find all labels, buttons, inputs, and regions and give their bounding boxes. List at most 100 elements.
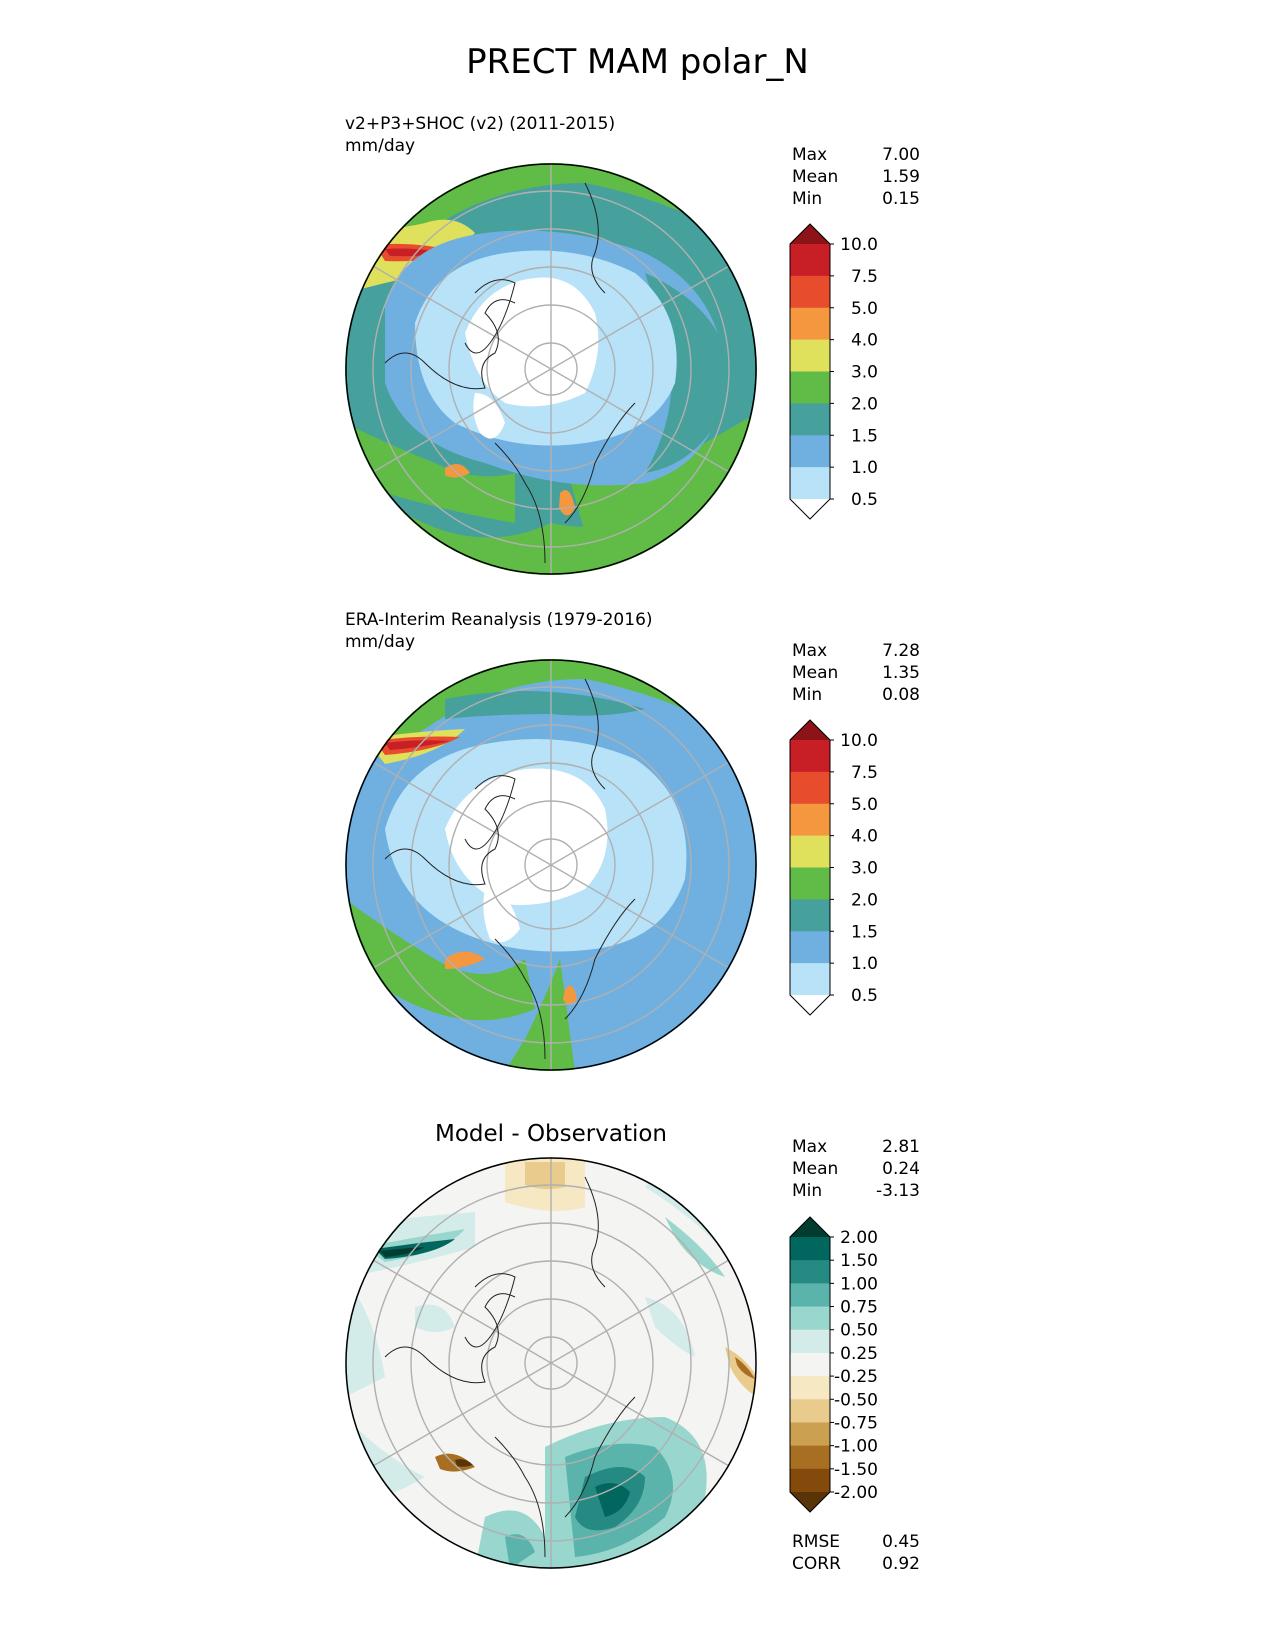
stat-value: -3.13 bbox=[876, 1181, 920, 1201]
precip-region bbox=[473, 393, 505, 439]
panel-reference-units: mm/day bbox=[345, 632, 416, 652]
colorbar-swatch bbox=[790, 771, 830, 805]
panel-test-header: v2+P3+SHOC (v2) (2011-2015) mm/day bbox=[345, 113, 615, 157]
colorbar-extend-max bbox=[790, 224, 830, 244]
colorbar-tick-label: -2.00 bbox=[834, 1483, 878, 1503]
colorbar-swatch bbox=[790, 307, 830, 341]
diff-region bbox=[665, 1217, 725, 1277]
colorbar-swatch bbox=[790, 1283, 830, 1308]
colorbar-swatch bbox=[790, 435, 830, 468]
coastlines bbox=[384, 1176, 636, 1558]
colorbar-tick-label: 0.25 bbox=[840, 1344, 878, 1364]
precip-region bbox=[445, 691, 645, 719]
colorbar-tick-label: -1.50 bbox=[834, 1460, 878, 1480]
stat-label: Max bbox=[792, 145, 828, 165]
stat-value: 0.08 bbox=[882, 685, 920, 705]
panel-test-colorbar: 10.0 7.5 5.0 4.0 3.0 2.0 1.5 1.0 0.5 bbox=[789, 223, 878, 520]
colorbar-tick-label: 0.5 bbox=[851, 986, 878, 1006]
colorbar-tick-label: 2.00 bbox=[840, 1228, 878, 1248]
diff-region bbox=[345, 1277, 385, 1397]
panel-diff-colorbar: 2.00 1.50 1.00 0.75 0.50 0.25 -0.25 -0.50 -0.75 -… bbox=[789, 1216, 878, 1513]
metric-label: RMSE bbox=[792, 1532, 841, 1552]
colorbar-tick-label: 0.50 bbox=[840, 1321, 878, 1341]
colorbar-tick-label: 0.5 bbox=[851, 490, 878, 510]
diff-region bbox=[505, 1534, 535, 1569]
stat-value: 7.00 bbox=[882, 145, 920, 165]
metric-label: CORR bbox=[792, 1554, 841, 1574]
coastlines bbox=[384, 678, 636, 1060]
stat-value: 1.59 bbox=[882, 167, 920, 187]
colorbar-swatch bbox=[790, 1329, 830, 1354]
colorbar-swatch bbox=[790, 1445, 830, 1470]
precip-region bbox=[465, 277, 599, 407]
graticule bbox=[372, 1157, 730, 1569]
colorbar-extend-max bbox=[790, 720, 830, 740]
colorbar-swatch bbox=[790, 1399, 830, 1423]
colorbar-swatch bbox=[790, 1260, 830, 1284]
stat-label: Min bbox=[792, 1181, 823, 1201]
colorbar-swatch bbox=[790, 1422, 830, 1447]
colorbar-swatch bbox=[790, 1237, 830, 1261]
stat-value: 1.35 bbox=[882, 663, 920, 683]
diff-region bbox=[525, 1162, 565, 1190]
diff-region bbox=[645, 1297, 695, 1357]
map-boundary bbox=[345, 1157, 757, 1569]
colorbar-tick-label: 1.5 bbox=[851, 922, 878, 942]
diff-region bbox=[415, 1304, 455, 1332]
colorbar-tick-label: 5.0 bbox=[851, 299, 878, 319]
colorbar-tick-label: 1.0 bbox=[851, 458, 878, 478]
figure-title: PRECT MAM polar_N bbox=[466, 42, 809, 82]
stat-label: Max bbox=[792, 1137, 828, 1157]
panel-test-map bbox=[345, 163, 757, 575]
colorbar-tick-label: 7.5 bbox=[851, 267, 878, 287]
colorbar-swatch bbox=[790, 835, 830, 868]
stat-label: Mean bbox=[792, 167, 839, 187]
colorbar-swatch bbox=[790, 371, 830, 404]
colorbar-swatch bbox=[790, 244, 830, 277]
colorbar-swatch bbox=[790, 931, 830, 964]
coastlines bbox=[384, 182, 636, 564]
colorbar-swatch bbox=[790, 867, 830, 900]
diff-region bbox=[735, 1357, 755, 1379]
colorbar-tick-label: 2.0 bbox=[851, 394, 878, 414]
colorbar-tick-label: 3.0 bbox=[851, 859, 878, 879]
colorbar-swatch bbox=[790, 899, 830, 932]
panel-test-stats: Max 7.00 Mean 1.59 Min 0.15 bbox=[792, 144, 920, 210]
map-boundary bbox=[345, 659, 757, 1071]
colorbar-tick-label: 1.00 bbox=[840, 1274, 878, 1294]
graticule bbox=[372, 659, 730, 1071]
colorbar-swatch bbox=[790, 275, 830, 309]
colorbar-tick-label: 10.0 bbox=[840, 235, 878, 255]
panel-test-units: mm/day bbox=[345, 136, 416, 156]
colorbar-tick-label: 7.5 bbox=[851, 763, 878, 783]
metric-value: 0.92 bbox=[882, 1554, 920, 1574]
colorbar-tick-label: 2.0 bbox=[851, 890, 878, 910]
colorbar-extend-min bbox=[790, 1492, 830, 1512]
panel-diff-stats: Max 2.81 Mean 0.24 Min -3.13 bbox=[792, 1136, 920, 1202]
colorbar-tick-label: 4.0 bbox=[851, 331, 878, 351]
colorbar-tick-label: -0.25 bbox=[834, 1367, 878, 1387]
diff-region bbox=[725, 1347, 757, 1397]
stat-label: Mean bbox=[792, 663, 839, 683]
colorbar-swatch bbox=[790, 740, 830, 773]
colorbar-swatch bbox=[790, 339, 830, 372]
panel-reference-header: ERA-Interim Reanalysis (1979-2016) mm/da… bbox=[345, 609, 653, 653]
panel-diff-metrics: RMSE 0.45 CORR 0.92 bbox=[792, 1531, 920, 1575]
stat-value: 0.24 bbox=[882, 1159, 920, 1179]
colorbar-swatch bbox=[790, 1468, 830, 1493]
colorbar-swatch bbox=[790, 1376, 830, 1400]
colorbar-tick-label: -1.00 bbox=[834, 1437, 878, 1457]
colorbar-extend-min bbox=[790, 995, 830, 1015]
stat-label: Max bbox=[792, 641, 828, 661]
colorbar-tick-label: 1.50 bbox=[840, 1251, 878, 1271]
stat-value: 2.81 bbox=[882, 1137, 920, 1157]
colorbar-tick-label: 3.0 bbox=[851, 363, 878, 383]
panel-reference-title: ERA-Interim Reanalysis (1979-2016) bbox=[345, 610, 653, 630]
colorbar-swatch bbox=[790, 1352, 830, 1377]
colorbar-tick-label: 4.0 bbox=[851, 827, 878, 847]
metric-value: 0.45 bbox=[882, 1532, 920, 1552]
precip-region bbox=[345, 423, 515, 523]
diff-region bbox=[595, 1483, 630, 1517]
panel-reference-stats: Max 7.28 Mean 1.35 Min 0.08 bbox=[792, 640, 920, 706]
colorbar-swatch bbox=[790, 403, 830, 436]
